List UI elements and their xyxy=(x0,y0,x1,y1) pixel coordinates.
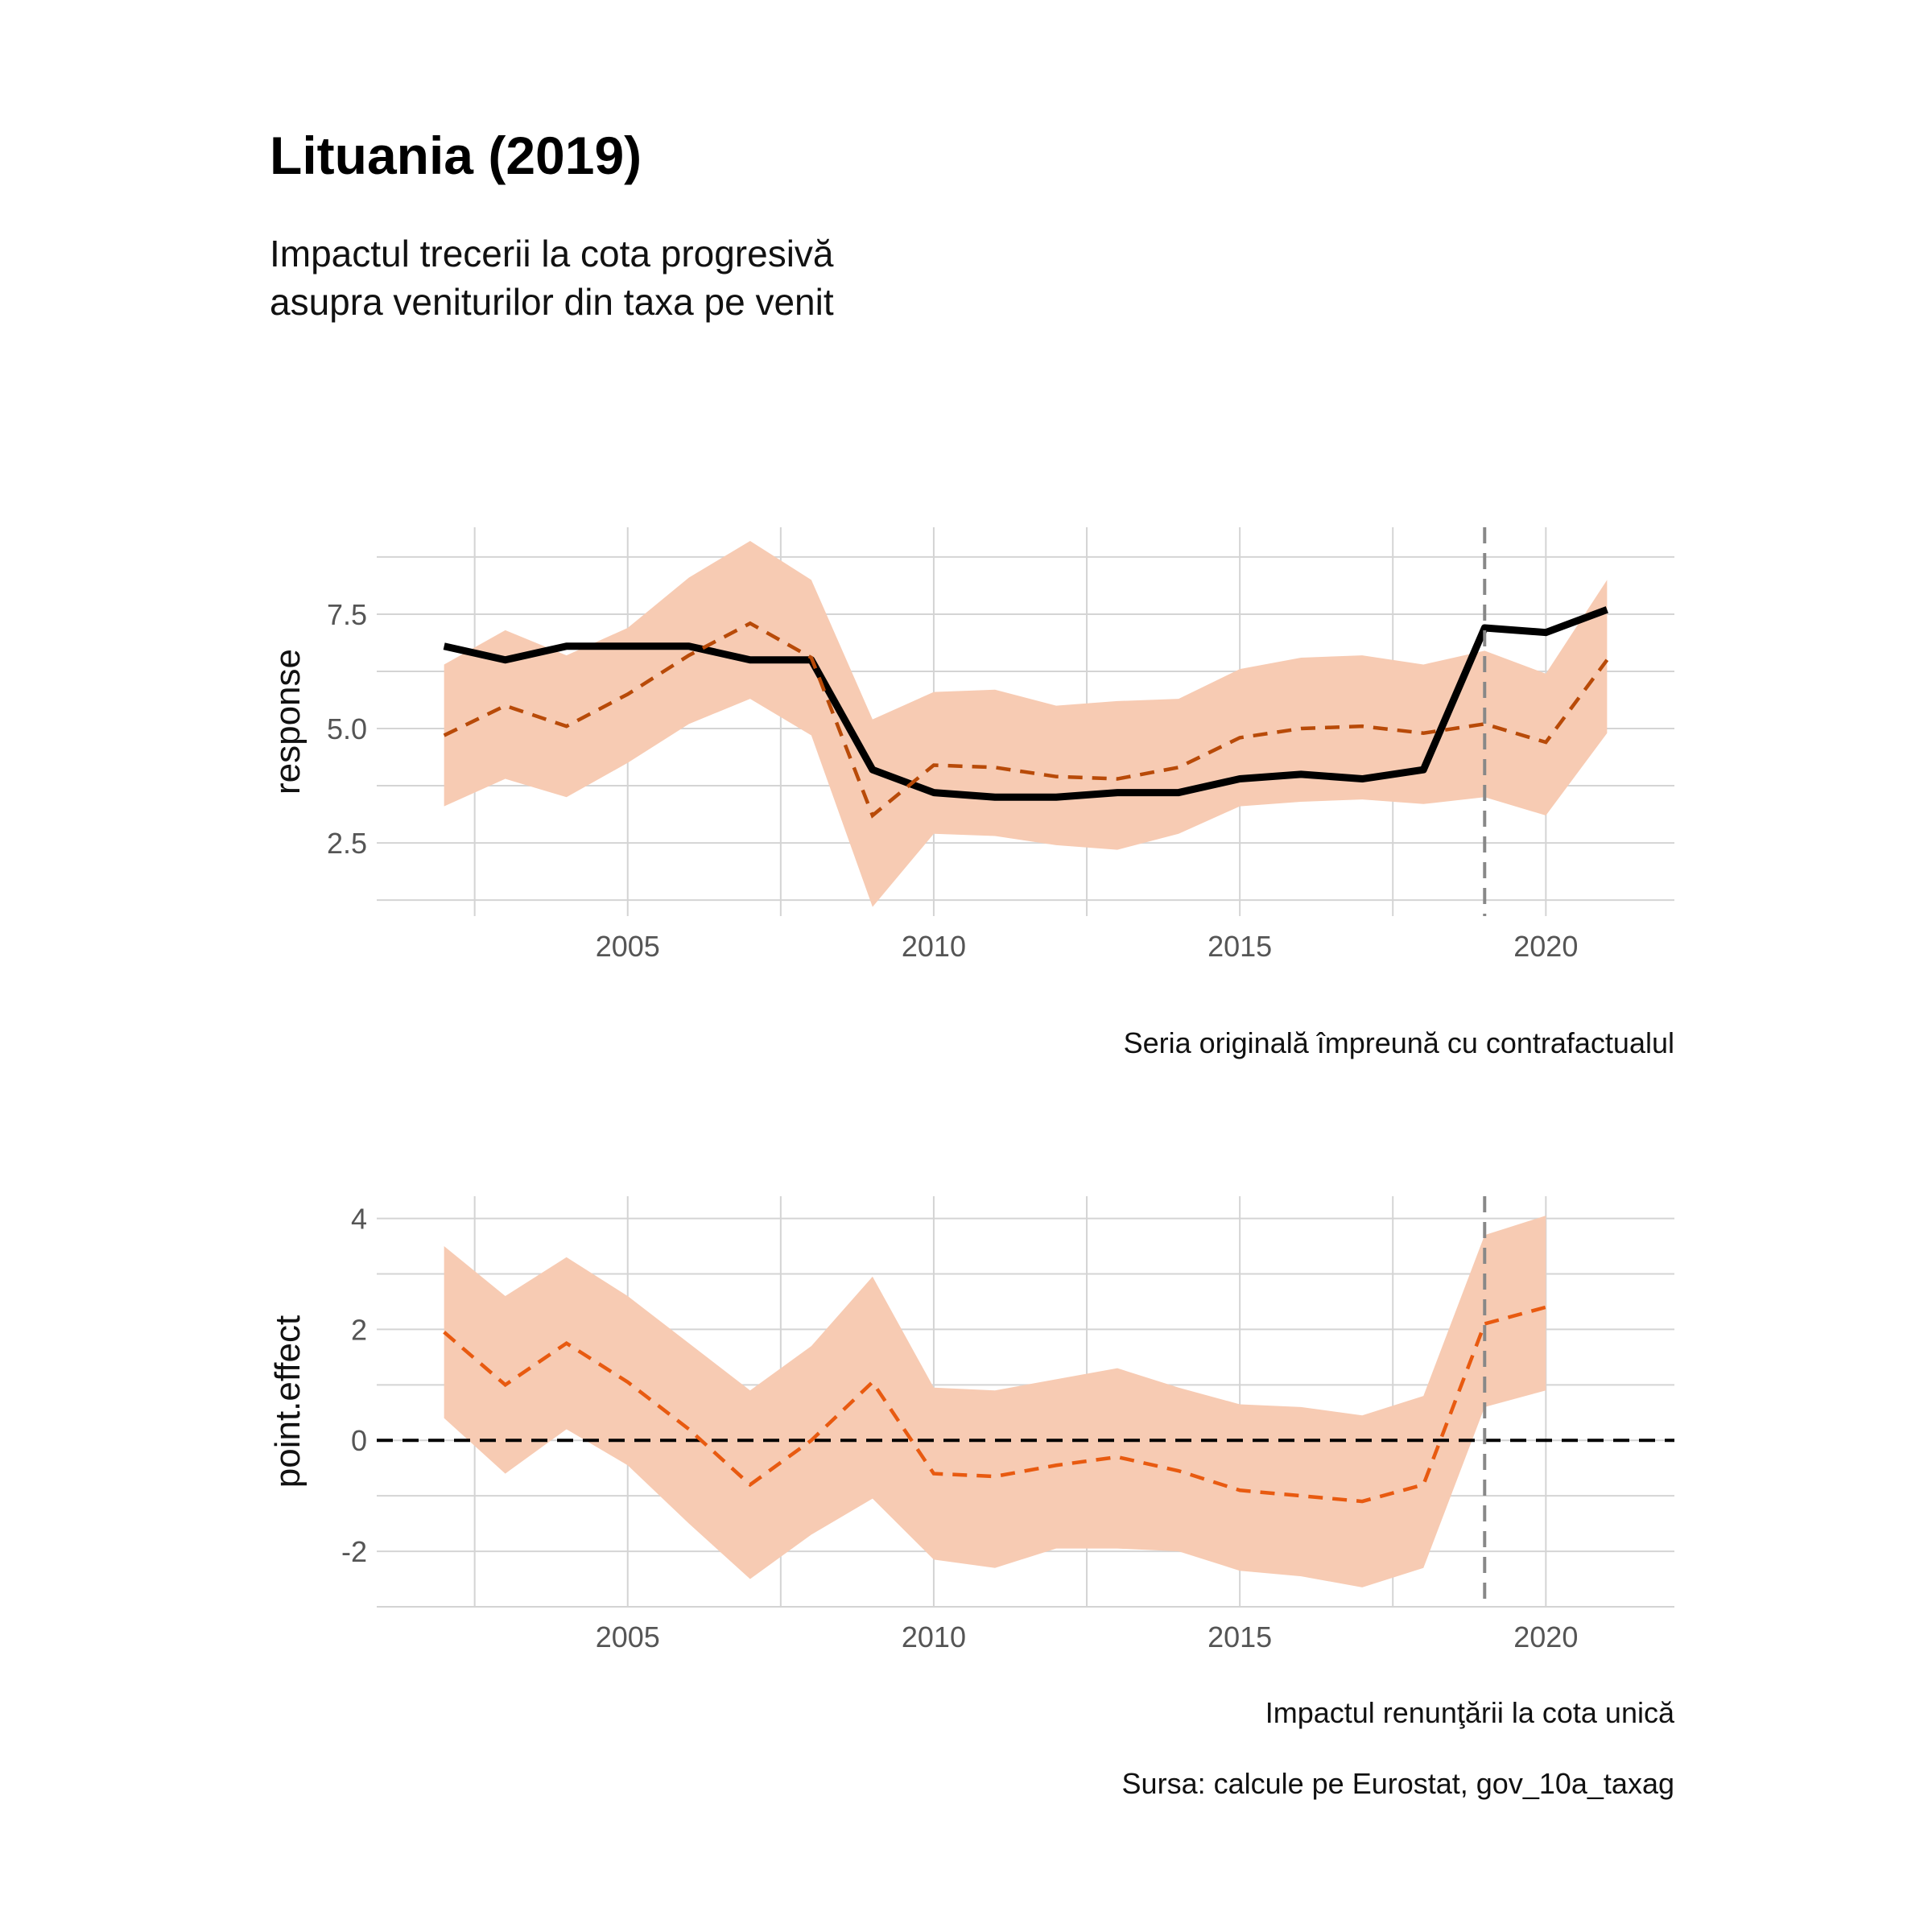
subtitle-line-2: asupra veniturilor din taxa pe venit xyxy=(270,281,834,323)
top-series-counterfactual xyxy=(443,621,1609,819)
top-prediction-interval-band xyxy=(444,541,1608,907)
top-x-tick-label-0: 2005 xyxy=(596,930,660,963)
chart-title: Lituania (2019) xyxy=(270,126,642,185)
top-x-tick-label-1: 2010 xyxy=(902,930,966,963)
bottom-prediction-interval-band xyxy=(444,1216,1546,1587)
bottom-x-tick-label-2: 2015 xyxy=(1208,1620,1272,1653)
bottom-series-point-effect xyxy=(443,1305,1546,1504)
top-y-axis-title: response xyxy=(268,649,308,795)
subtitle-line-1: Impactul trecerii la cota progresivă xyxy=(270,233,834,275)
bottom-y-axis-title: point.effect xyxy=(268,1315,308,1488)
panel-point-effect: 2005 2010 2015 2020 -2 0 2 4 point.effect Impactu… xyxy=(268,1196,1675,1729)
top-y-tick-label-0: 2.5 xyxy=(327,827,367,860)
bottom-x-tick-label-3: 2020 xyxy=(1513,1620,1578,1653)
chart-subtitle: Impactul trecerii la cota progresivă asu… xyxy=(270,229,834,326)
panel-response: 2005 2010 2015 2020 2.5 5.0 7.5 response Seria o… xyxy=(268,527,1674,1059)
top-x-tick-label-2: 2015 xyxy=(1208,930,1272,963)
top-y-tick-label-2: 7.5 xyxy=(327,598,367,631)
top-caption: Seria originală împreună cu contrafactua… xyxy=(1124,1026,1674,1059)
top-series-original xyxy=(443,606,1608,801)
bottom-y-tick-label-2: 2 xyxy=(351,1313,367,1346)
bottom-x-tick-label-1: 2010 xyxy=(902,1620,966,1653)
bottom-x-tick-label-0: 2005 xyxy=(596,1620,660,1653)
bottom-y-tick-label-0: -2 xyxy=(341,1535,367,1568)
bottom-caption: Impactul renunţării la cota unică xyxy=(1265,1696,1675,1729)
top-y-tick-label-1: 5.0 xyxy=(327,712,367,745)
top-x-tick-label-3: 2020 xyxy=(1513,930,1578,963)
bottom-y-tick-label-1: 0 xyxy=(351,1424,367,1457)
bottom-y-tick-label-3: 4 xyxy=(351,1203,367,1236)
source-caption: Sursa: calcule pe Eurostat, gov_10a_taxa… xyxy=(1122,1767,1674,1800)
